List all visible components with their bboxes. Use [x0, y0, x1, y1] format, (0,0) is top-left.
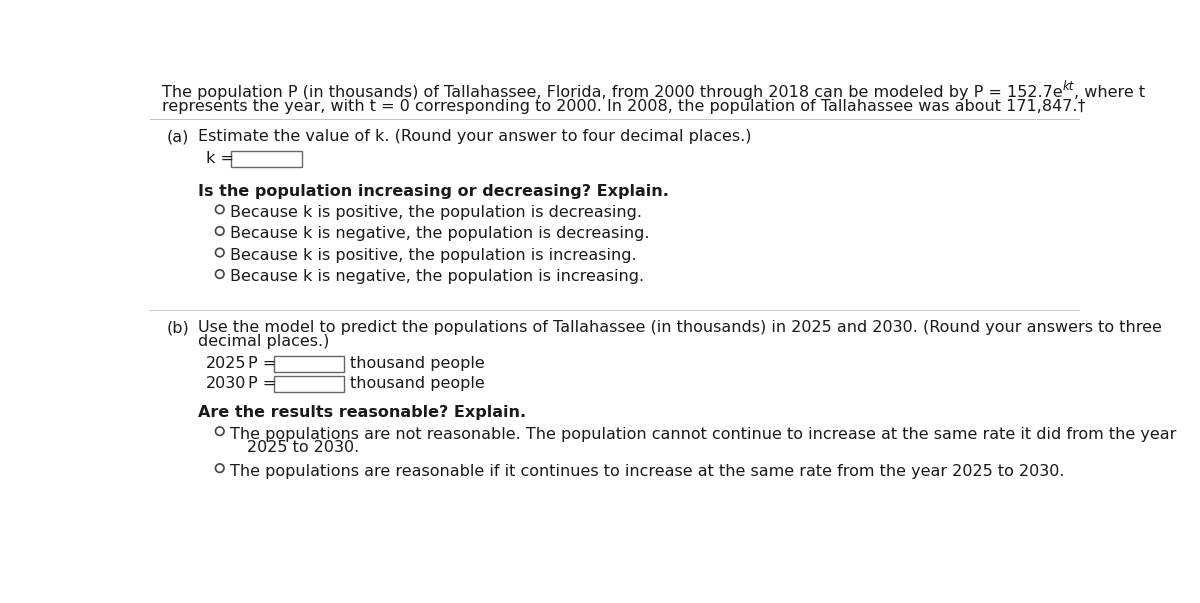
- FancyBboxPatch shape: [274, 376, 343, 392]
- Text: Because k is negative, the population is increasing.: Because k is negative, the population is…: [230, 270, 644, 285]
- FancyBboxPatch shape: [230, 151, 302, 167]
- Circle shape: [216, 248, 224, 257]
- Text: (a): (a): [167, 129, 190, 144]
- Text: Because k is negative, the population is decreasing.: Because k is negative, the population is…: [230, 226, 649, 241]
- Text: thousand people: thousand people: [350, 356, 485, 371]
- Text: 2025: 2025: [206, 356, 246, 371]
- Circle shape: [216, 427, 224, 435]
- Text: P =: P =: [247, 356, 276, 371]
- Text: Estimate the value of k. (Round your answer to four decimal places.): Estimate the value of k. (Round your ans…: [198, 129, 751, 144]
- Text: thousand people: thousand people: [350, 376, 485, 391]
- Circle shape: [216, 227, 224, 235]
- Circle shape: [216, 464, 224, 472]
- Text: k =: k =: [206, 151, 234, 166]
- Text: Use the model to predict the populations of Tallahassee (in thousands) in 2025 a: Use the model to predict the populations…: [198, 320, 1162, 335]
- Text: (b): (b): [167, 320, 190, 335]
- Text: Because k is positive, the population is decreasing.: Because k is positive, the population is…: [230, 205, 642, 220]
- Text: The population P (in thousands) of Tallahassee, Florida, from 2000 through 2018 : The population P (in thousands) of Talla…: [162, 84, 1062, 99]
- Text: Is the population increasing or decreasing? Explain.: Is the population increasing or decreasi…: [198, 184, 668, 199]
- Text: Because k is positive, the population is increasing.: Because k is positive, the population is…: [230, 248, 636, 263]
- Text: P =: P =: [247, 376, 276, 391]
- Text: kt: kt: [1062, 80, 1074, 93]
- Text: The populations are reasonable if it continues to increase at the same rate from: The populations are reasonable if it con…: [230, 464, 1064, 479]
- FancyBboxPatch shape: [274, 356, 343, 372]
- Circle shape: [216, 205, 224, 213]
- Text: 2030: 2030: [206, 376, 246, 391]
- Text: represents the year, with t = 0 corresponding to 2000. In 2008, the population o: represents the year, with t = 0 correspo…: [162, 98, 1085, 113]
- Text: 2025 to 2030.: 2025 to 2030.: [247, 440, 359, 455]
- Text: decimal places.): decimal places.): [198, 334, 330, 349]
- Text: , where t: , where t: [1074, 84, 1145, 99]
- Text: Are the results reasonable? Explain.: Are the results reasonable? Explain.: [198, 405, 526, 420]
- Text: The populations are not reasonable. The population cannot continue to increase a: The populations are not reasonable. The …: [230, 426, 1176, 441]
- Circle shape: [216, 270, 224, 279]
